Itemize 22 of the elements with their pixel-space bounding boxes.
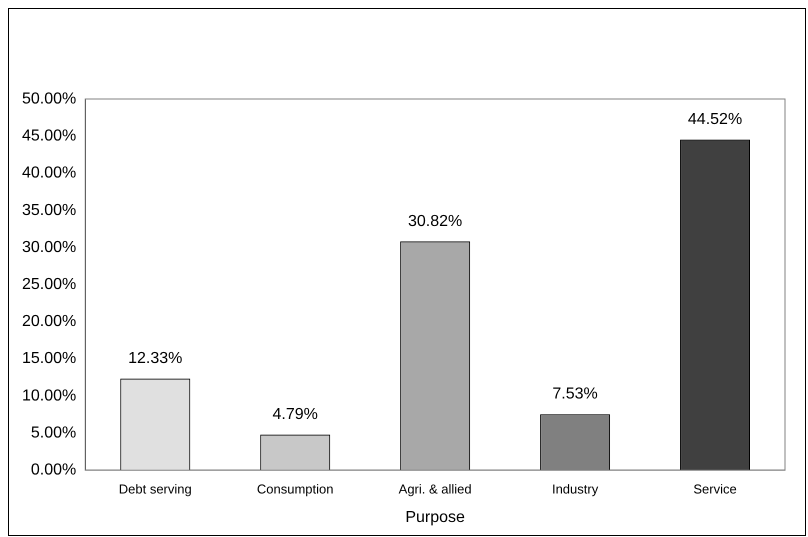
y-tick-label: 35.00% xyxy=(22,202,76,219)
y-tick-label: 45.00% xyxy=(22,128,76,145)
y-tick-label: 20.00% xyxy=(22,313,76,330)
x-tick-label: Service xyxy=(693,482,737,497)
x-tick-label: Agri. & allied xyxy=(398,482,472,497)
x-axis-title: Purpose xyxy=(405,508,466,526)
y-tick-label: 5.00% xyxy=(30,424,76,442)
x-tick-label: Debt serving xyxy=(118,482,192,497)
data-label: 4.79% xyxy=(272,406,318,424)
y-tick-label: 25.00% xyxy=(22,276,76,294)
data-label: 44.52% xyxy=(688,111,742,128)
y-tick-label: 30.00% xyxy=(22,238,76,256)
data-label: 7.53% xyxy=(552,386,598,403)
y-tick-label: 15.00% xyxy=(22,350,76,368)
y-tick-label: 10.00% xyxy=(22,387,76,404)
y-tick-label: 0.00% xyxy=(30,462,76,479)
y-tick-label: 40.00% xyxy=(22,164,76,182)
x-tick-label: Consumption xyxy=(256,482,334,497)
data-label: 30.82% xyxy=(408,212,462,230)
x-tick-label: Industry xyxy=(552,482,599,497)
y-tick-label: 50.00% xyxy=(22,90,76,108)
data-label: 12.33% xyxy=(128,350,182,368)
